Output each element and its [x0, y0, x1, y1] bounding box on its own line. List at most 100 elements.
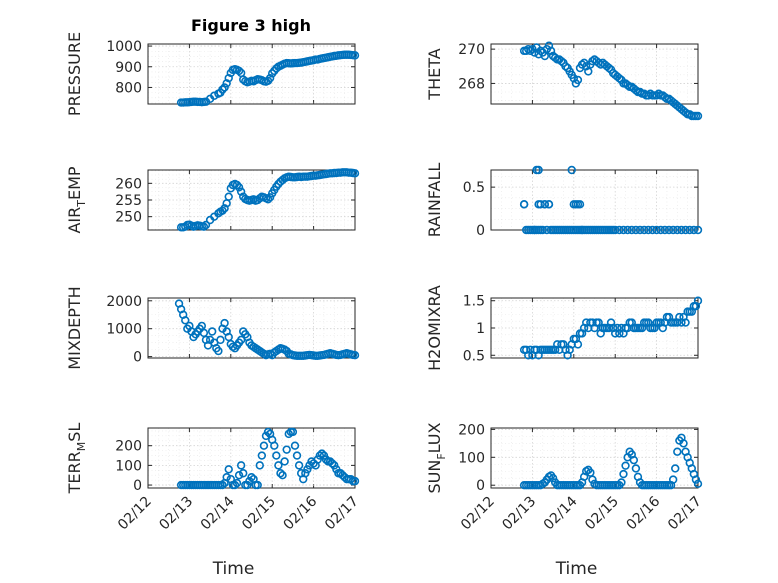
y-tick-label: 200 — [458, 422, 485, 438]
data-point — [276, 469, 285, 478]
data-point — [232, 180, 242, 190]
y-tick-label: 255 — [115, 193, 142, 209]
data-point — [234, 66, 244, 76]
data-point — [526, 46, 535, 56]
y-tick-label: 0.5 — [463, 180, 485, 196]
data-point — [654, 89, 663, 98]
y-axis-label: TERRMSL — [65, 423, 88, 495]
data-point — [610, 225, 620, 235]
data-point — [619, 225, 628, 235]
data-point — [668, 225, 678, 235]
x-tick-label: 02/15 — [582, 494, 622, 534]
data-point — [631, 86, 641, 95]
y-axis-label: SUNFLUX — [425, 422, 448, 493]
data-point — [604, 63, 614, 73]
data-point — [218, 480, 227, 490]
data-point — [216, 335, 225, 345]
data-point — [639, 225, 649, 235]
data-point — [350, 169, 360, 178]
y-tick-label: 200 — [115, 439, 142, 455]
data-point — [544, 41, 554, 50]
chart-panel-left-1: 800 900 1000 PRESSURE — [65, 32, 360, 116]
data-point — [673, 447, 682, 456]
data-point — [239, 469, 248, 478]
data-point — [569, 74, 578, 83]
chart-panel-left-3: 0 1000 2000 MIXDEPTH — [65, 286, 360, 370]
data-point — [693, 479, 703, 489]
y-tick-label: 250 — [115, 210, 142, 226]
data-point — [668, 475, 678, 484]
data-point — [540, 200, 550, 209]
data-point — [224, 192, 233, 201]
data-point — [656, 225, 665, 235]
x-tick-label: 02/16 — [281, 493, 321, 533]
data-point — [664, 225, 674, 235]
y-tick-label: 1 — [476, 321, 485, 337]
data-point — [321, 455, 331, 464]
data-point — [278, 471, 287, 480]
data-point — [627, 225, 636, 235]
data-point — [220, 204, 229, 213]
data-point — [350, 351, 360, 360]
data-point — [257, 451, 267, 460]
data-point — [693, 111, 703, 121]
data-point — [280, 457, 289, 466]
chart-panel-right-3: 0.5 1 1.5 H2OMIXRA — [425, 285, 703, 371]
data-point — [673, 225, 682, 235]
data-point — [201, 220, 211, 230]
data-point — [567, 165, 576, 175]
data-point — [621, 461, 630, 470]
data-point — [594, 318, 603, 327]
plot-frame — [490, 43, 699, 105]
data-point — [284, 429, 293, 439]
x-tick-label: 02/13 — [156, 494, 196, 534]
data-point — [536, 200, 545, 209]
data-point — [236, 461, 246, 470]
data-point — [561, 62, 570, 71]
chart-panel-right-4: 0 100 200 SUNFLUX — [425, 422, 703, 494]
data-point — [548, 474, 558, 483]
x-tick-label: 02/15 — [239, 494, 279, 534]
data-point — [681, 318, 690, 327]
chart-panel-left-4: 0 100 200 TERRMSL — [65, 423, 360, 495]
y-axis-label: AIRTEMP — [65, 166, 88, 233]
y-tick-label: 1000 — [106, 322, 142, 338]
data-point — [346, 474, 356, 484]
y-tick-label: 0 — [476, 223, 485, 239]
y-tick-label: 0 — [133, 478, 142, 494]
y-tick-label: 100 — [458, 450, 485, 466]
data-point — [222, 79, 231, 88]
y-axis-label: H2OMIXRA — [425, 285, 444, 371]
x-tick-label: 02/16 — [624, 493, 664, 533]
data-point — [350, 476, 360, 486]
data-point — [317, 449, 327, 458]
data-point — [577, 60, 587, 69]
data-point — [530, 225, 539, 235]
data-point — [315, 451, 325, 460]
data-point — [288, 427, 298, 437]
data-point — [181, 316, 190, 325]
plot-area — [147, 43, 356, 105]
data-point — [635, 225, 645, 235]
data-point — [691, 475, 701, 484]
data-point — [328, 459, 337, 468]
data-point — [693, 296, 703, 305]
data-point — [615, 225, 624, 235]
data-point — [282, 445, 291, 454]
data-point — [538, 225, 547, 235]
y-tick-label: 1.5 — [463, 294, 485, 310]
x-tick-label: 02/17 — [322, 494, 362, 534]
data-point — [263, 427, 273, 437]
data-point — [689, 225, 699, 235]
data-point — [546, 46, 556, 56]
data-point — [660, 92, 670, 102]
data-point — [677, 225, 686, 235]
data-point — [631, 225, 641, 235]
data-point — [222, 472, 231, 482]
plot-frame — [147, 297, 356, 359]
data-point — [218, 206, 227, 215]
chart-panel-right-2: 0 0.5 RAINFALL — [425, 163, 703, 239]
data-point — [272, 451, 281, 460]
